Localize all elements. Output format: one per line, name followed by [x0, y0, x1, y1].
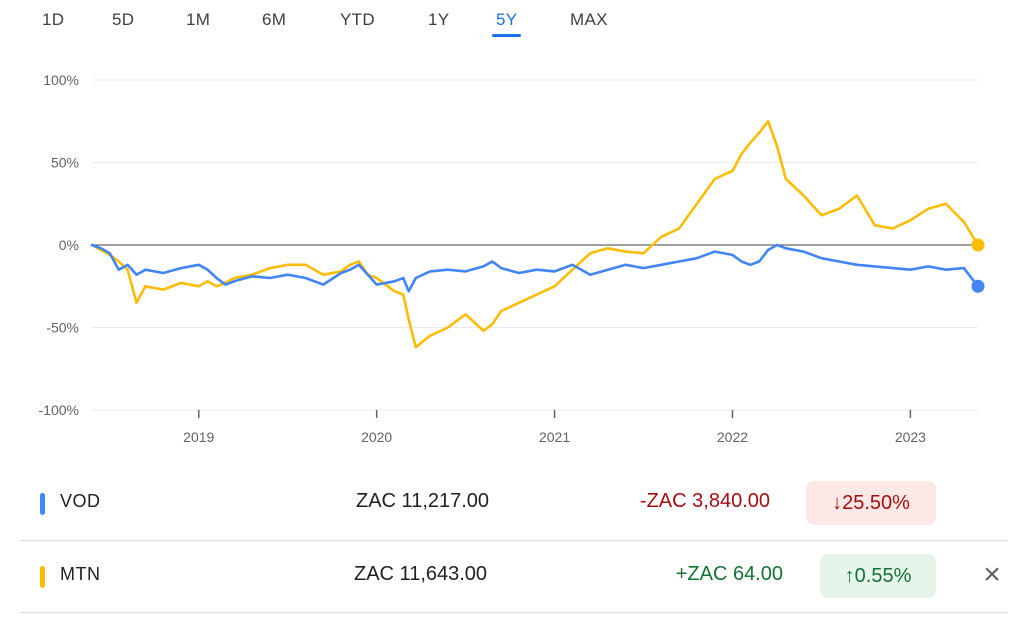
y-tick-label: 100%	[43, 72, 79, 88]
tab-1m[interactable]: 1M	[186, 8, 210, 32]
stock-symbol: MTN	[60, 564, 101, 584]
stock-price: ZAC 11,643.00	[354, 563, 488, 585]
tab-label: MAX	[570, 10, 608, 29]
tab-max[interactable]: MAX	[570, 8, 608, 32]
y-tick-label: 50%	[51, 155, 79, 171]
x-tick-label: 2023	[895, 429, 926, 445]
active-tab-indicator	[492, 34, 522, 37]
tab-label: 5Y	[496, 10, 518, 29]
remove-comparison-close-icon[interactable]: ×	[983, 558, 1001, 591]
stock-row-vod: VOD ZAC 11,217.00 -ZAC 3,840.00 ↓25.50%	[20, 467, 1008, 539]
tab-6m[interactable]: 6M	[262, 8, 286, 32]
tab-1d[interactable]: 1D	[42, 8, 64, 32]
percent-change-badge: ↓25.50%	[806, 481, 936, 525]
x-tick-label: 2022	[717, 429, 748, 445]
tab-label: 1Y	[428, 10, 450, 29]
tab-ytd[interactable]: YTD	[340, 8, 375, 32]
series-end-dot-vod	[971, 279, 985, 293]
price-change: +ZAC 64.00	[675, 563, 783, 585]
tab-1y[interactable]: 1Y	[428, 8, 449, 32]
comparison-chart: 100% 50% 0% -50% -100% 2019 2020 2021 2022 2023	[39, 72, 985, 445]
tab-5d[interactable]: 5D	[112, 8, 134, 32]
series-color-indicator	[40, 566, 45, 588]
x-tick-label: 2021	[539, 429, 570, 445]
percent-change-badge: ↑0.55%	[820, 554, 936, 598]
tab-label: 6M	[262, 10, 287, 29]
tab-label: 1M	[186, 10, 211, 29]
time-range-tabs: 1D 5D 1M 6M YTD 1Y 5Y MAX	[0, 0, 1024, 42]
series-color-indicator	[40, 493, 45, 515]
stock-price: ZAC 11,217.00	[356, 490, 490, 512]
tab-label: 1D	[42, 10, 65, 29]
y-tick-label: 0%	[59, 237, 79, 253]
x-tick-label: 2019	[183, 429, 214, 445]
price-change: -ZAC 3,840.00	[639, 490, 770, 512]
stock-symbol: VOD	[60, 491, 101, 511]
row-divider	[20, 540, 1008, 541]
tab-label: YTD	[340, 10, 375, 29]
tab-label: 5D	[112, 10, 135, 29]
row-divider	[20, 612, 1008, 613]
x-tick-label: 2020	[361, 429, 392, 445]
series-end-dot-mtn	[971, 238, 985, 252]
series-line-vod	[90, 243, 980, 293]
y-tick-label: -100%	[39, 402, 79, 418]
tab-5y[interactable]: 5Y	[492, 8, 522, 37]
series-line-mtn	[90, 119, 980, 349]
y-tick-label: -50%	[46, 320, 79, 336]
stock-row-mtn: MTN ZAC 11,643.00 +ZAC 64.00 ↑0.55% ×	[20, 540, 1008, 612]
